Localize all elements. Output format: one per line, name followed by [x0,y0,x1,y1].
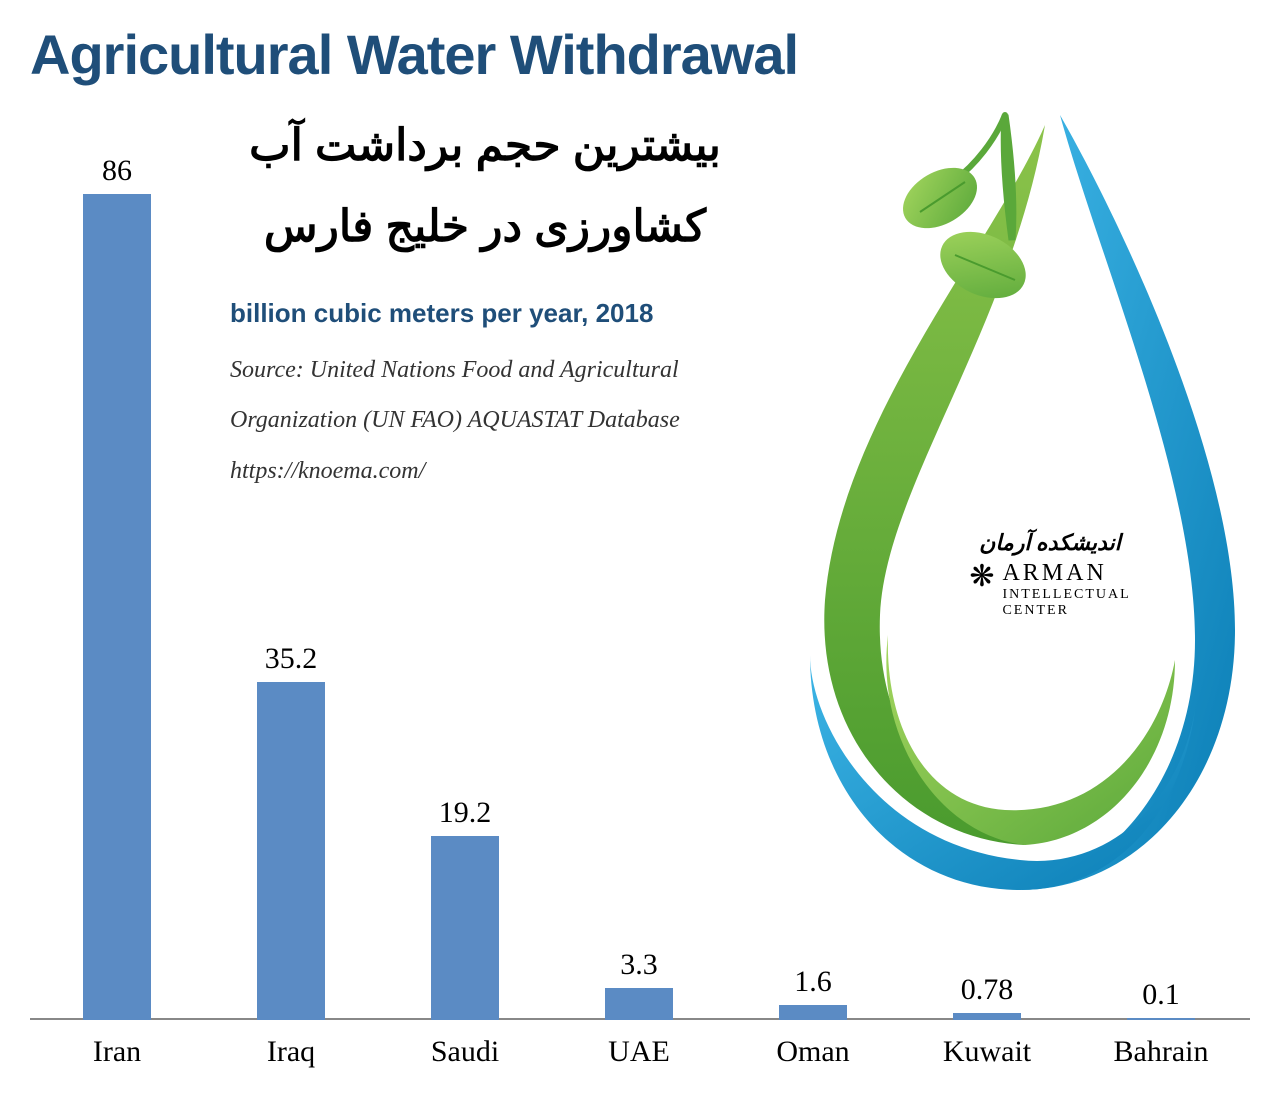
bar [779,1005,847,1020]
water-drop-icon [780,100,1255,900]
bar-group: 35.2 [204,642,378,1020]
x-axis-label: Bahrain [1074,1035,1248,1069]
bar-value-label: 3.3 [620,948,658,982]
bar-group: 3.3 [552,948,726,1020]
logo-text: اندیشکده آرمان ❋ ARMAN INTELLECTUAL CENT… [935,530,1165,619]
logo-en-line3: CENTER [1002,603,1130,619]
bar-value-label: 19.2 [439,796,492,830]
x-axis-label: Iraq [204,1035,378,1069]
logo-graphic: اندیشکده آرمان ❋ ARMAN INTELLECTUAL CENT… [780,100,1255,900]
bar-value-label: 0.1 [1142,978,1180,1012]
x-axis-label: Iran [30,1035,204,1069]
x-axis-label: Oman [726,1035,900,1069]
logo-en-name: ARMAN [1002,560,1130,587]
bar-group: 86 [30,154,204,1020]
bar-value-label: 1.6 [794,965,832,999]
bar [953,1013,1021,1020]
bar-group: 19.2 [378,796,552,1020]
bar [1127,1018,1195,1020]
x-axis-label: UAE [552,1035,726,1069]
bar [83,194,151,1020]
logo-flower-icon: ❋ [969,562,994,592]
bar-value-label: 35.2 [265,642,318,676]
bar-value-label: 86 [102,154,132,188]
bar-value-label: 0.78 [961,973,1014,1007]
x-axis-label: Saudi [378,1035,552,1069]
logo-en-line2: INTELLECTUAL [1002,587,1130,603]
bar-group: 1.6 [726,965,900,1020]
logo-persian-text: اندیشکده آرمان [935,530,1165,556]
main-title: Agricultural Water Withdrawal [30,22,798,87]
bar [431,836,499,1020]
bar-group: 0.78 [900,973,1074,1020]
bar-group: 0.1 [1074,978,1248,1020]
bar [257,682,325,1020]
bar [605,988,673,1020]
x-axis-label: Kuwait [900,1035,1074,1069]
